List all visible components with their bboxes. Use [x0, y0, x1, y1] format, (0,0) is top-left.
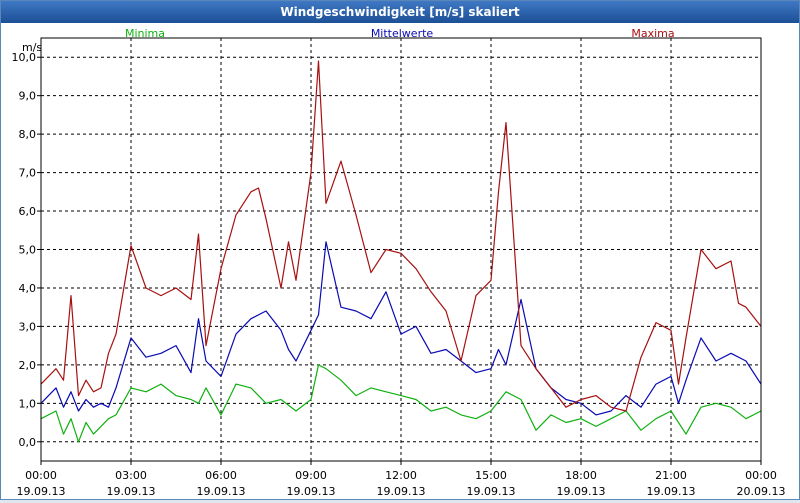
x-tick-time: 00:00 — [25, 469, 57, 482]
y-axis: m/s 0,0 1,0 2,0 3,0 4,0 5,0 6,0 7,0 8,0 9,0 10,0 — [12, 41, 43, 449]
x-tick-time: 00:00 — [745, 469, 777, 482]
x-tick-time: 12:00 — [385, 469, 417, 482]
x-tick-date: 19.09.13 — [17, 485, 66, 498]
x-tick-time: 06:00 — [205, 469, 237, 482]
y-axis-unit: m/s — [22, 41, 42, 54]
y-tick-label: 4,0 — [19, 282, 37, 295]
x-tick-time: 15:00 — [475, 469, 507, 482]
x-axis: 00:00 19.09.13 03:00 19.09.13 06:00 19.09.13 0… — [17, 461, 786, 498]
x-tick-date: 19.09.13 — [467, 485, 516, 498]
y-tick-label: 3,0 — [19, 320, 37, 333]
series-line-maxima — [40, 60, 762, 412]
x-tick-time: 09:00 — [295, 469, 327, 482]
legend: Minima Mittelwerte Maxima — [125, 27, 675, 40]
y-tick-label: 5,0 — [19, 244, 37, 257]
y-tick-label: 9,0 — [19, 90, 37, 103]
x-tick-time: 21:00 — [655, 469, 687, 482]
x-tick-date: 19.09.13 — [557, 485, 606, 498]
legend-mittelwerte: Mittelwerte — [371, 27, 434, 40]
y-tick-label: 10,0 — [12, 51, 37, 64]
x-tick-date: 19.09.13 — [197, 485, 246, 498]
x-tick-date: 19.09.13 — [287, 485, 336, 498]
series-lines — [40, 60, 762, 443]
x-tick-date: 19.09.13 — [647, 485, 696, 498]
y-tick-label: 6,0 — [19, 205, 37, 218]
y-tick-label: 0,0 — [19, 436, 37, 449]
legend-maxima: Maxima — [631, 27, 674, 40]
legend-minima: Minima — [125, 27, 165, 40]
window-title: Windgeschwindigkeit [m/s] skaliert — [1, 1, 799, 23]
grid-lines — [41, 38, 761, 461]
x-tick-date: 19.09.13 — [107, 485, 156, 498]
y-tick-label: 1,0 — [19, 397, 37, 410]
x-tick-time: 18:00 — [565, 469, 597, 482]
wind-speed-chart: m/s 0,0 1,0 2,0 3,0 4,0 5,0 6,0 7,0 8,0 9,0 10,0 0… — [12, 27, 786, 498]
y-tick-label: 7,0 — [19, 167, 37, 180]
x-tick-date: 19.09.13 — [377, 485, 426, 498]
y-tick-label: 8,0 — [19, 128, 37, 141]
y-tick-label: 2,0 — [19, 359, 37, 372]
series-line-mittelwerte — [40, 241, 762, 416]
x-tick-date: 20.09.13 — [737, 485, 786, 498]
chart-area: m/s 0,0 1,0 2,0 3,0 4,0 5,0 6,0 7,0 8,0 9,0 10,0 0… — [1, 23, 799, 499]
x-tick-time: 03:00 — [115, 469, 147, 482]
